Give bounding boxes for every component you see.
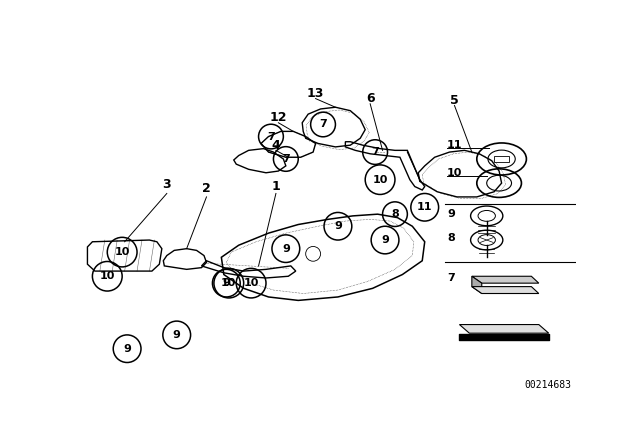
Text: 10: 10: [221, 278, 237, 288]
Text: 9: 9: [123, 344, 131, 354]
Text: 13: 13: [307, 87, 324, 100]
Text: 9: 9: [381, 235, 389, 245]
Text: 9: 9: [173, 330, 180, 340]
Polygon shape: [472, 287, 539, 293]
Text: 7: 7: [447, 273, 455, 283]
Text: 4: 4: [271, 139, 280, 152]
Text: 9: 9: [282, 244, 290, 254]
Text: 5: 5: [450, 94, 459, 107]
Text: 9: 9: [334, 221, 342, 231]
Text: 10: 10: [115, 247, 130, 257]
Text: 00214683: 00214683: [524, 380, 571, 390]
Text: 10: 10: [447, 168, 463, 178]
Text: 7: 7: [371, 147, 379, 157]
Polygon shape: [472, 276, 482, 293]
Text: 7: 7: [282, 154, 290, 164]
Text: 2: 2: [202, 182, 211, 195]
Text: 10: 10: [243, 278, 259, 288]
Text: 12: 12: [269, 111, 287, 124]
Text: 7: 7: [267, 132, 275, 142]
Text: 11: 11: [417, 202, 433, 212]
Text: 3: 3: [163, 178, 171, 191]
Bar: [494, 156, 509, 163]
Text: 9: 9: [222, 278, 230, 288]
Text: 1: 1: [271, 180, 280, 193]
Text: 6: 6: [366, 92, 374, 105]
Polygon shape: [472, 276, 539, 283]
Text: 8: 8: [447, 233, 455, 243]
Text: 11: 11: [447, 140, 463, 150]
Polygon shape: [460, 324, 548, 333]
Text: 9: 9: [447, 209, 455, 219]
Text: 7: 7: [319, 120, 327, 129]
Text: 8: 8: [391, 209, 399, 219]
Text: 10: 10: [372, 175, 388, 185]
Text: 10: 10: [100, 271, 115, 281]
